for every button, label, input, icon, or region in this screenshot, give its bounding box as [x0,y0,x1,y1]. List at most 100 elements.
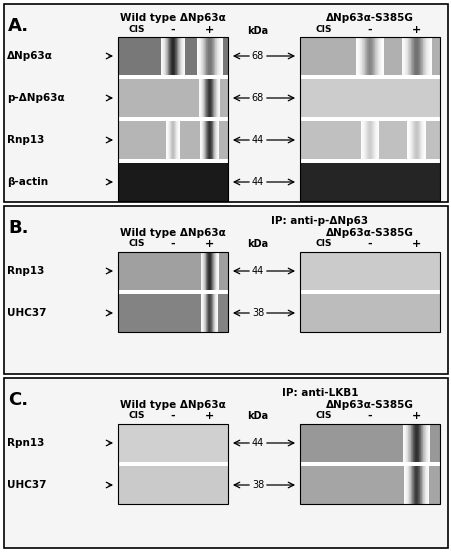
Bar [204,37,205,75]
Bar [201,79,202,117]
Bar [216,252,217,290]
Bar [416,121,417,159]
Bar [215,252,216,290]
Bar [406,37,407,75]
Text: -: - [170,411,175,421]
Bar [418,424,419,462]
Bar [417,37,418,75]
Bar [203,37,204,75]
Bar [359,37,360,75]
Bar [216,79,217,117]
Bar [374,121,375,159]
Bar [202,37,203,75]
Bar [406,466,407,504]
Bar [299,466,439,504]
Text: ΔNp63α-S385G: ΔNp63α-S385G [325,228,413,238]
Bar [208,79,209,117]
Bar [118,466,227,504]
Bar [411,37,412,75]
Bar [196,37,197,75]
Bar [118,294,227,332]
Bar [299,290,439,294]
Bar [422,466,423,504]
Bar [411,424,412,462]
Bar [4,4,447,202]
Bar [214,37,215,75]
Bar [180,37,181,75]
Bar [423,424,424,462]
Bar [368,121,369,159]
Bar [299,75,439,79]
Bar [367,37,368,75]
Bar [118,424,227,462]
Text: 44: 44 [251,135,263,145]
Text: CIS: CIS [128,25,144,34]
Bar [299,79,439,117]
Bar [421,37,422,75]
Bar [215,79,216,117]
Bar [357,37,358,75]
Bar [416,466,417,504]
Bar [206,79,207,117]
Bar [199,79,200,117]
Text: ΔNp63α-S385G: ΔNp63α-S385G [325,13,413,23]
Bar [416,424,417,462]
Bar [369,37,370,75]
Bar [197,37,198,75]
Bar [175,37,176,75]
Bar [420,121,421,159]
Text: -: - [170,25,175,35]
Bar [210,37,211,75]
Bar [420,466,421,504]
Bar [366,37,367,75]
Bar [376,37,377,75]
Bar [426,424,427,462]
Bar [164,37,165,75]
Text: -: - [367,239,372,249]
Bar [414,121,415,159]
Bar [423,37,424,75]
Text: Rnp13: Rnp13 [7,135,44,145]
Bar [413,121,414,159]
Bar [207,252,208,290]
Bar [203,79,204,117]
Bar [419,37,420,75]
Bar [118,252,227,290]
Bar [211,252,212,290]
Bar [371,121,372,159]
Bar [421,121,422,159]
Bar [374,37,375,75]
Bar [299,424,439,462]
Bar [210,79,211,117]
Text: kDa: kDa [247,26,268,36]
Bar [4,4,447,202]
Bar [366,121,367,159]
Bar [363,37,364,75]
Bar [415,37,416,75]
Bar [118,37,227,201]
Bar [118,462,227,466]
Bar [4,378,447,548]
Bar [418,121,419,159]
Bar [208,252,209,290]
Bar [417,121,418,159]
Text: 38: 38 [251,308,263,318]
Bar [418,466,419,504]
Text: Wild type ΔNp63α: Wild type ΔNp63α [120,400,226,410]
Bar [425,466,426,504]
Bar [161,37,162,75]
Text: UHC37: UHC37 [7,308,46,318]
Bar [424,466,425,504]
Bar [365,37,366,75]
Bar [419,466,420,504]
Text: CIS: CIS [128,239,144,248]
Bar [356,37,357,75]
Text: B.: B. [8,219,28,237]
Bar [424,121,425,159]
Bar [411,466,412,504]
Bar [423,121,424,159]
Text: +: + [411,25,420,35]
Bar [118,290,227,294]
Bar [207,121,208,159]
Bar [412,424,413,462]
